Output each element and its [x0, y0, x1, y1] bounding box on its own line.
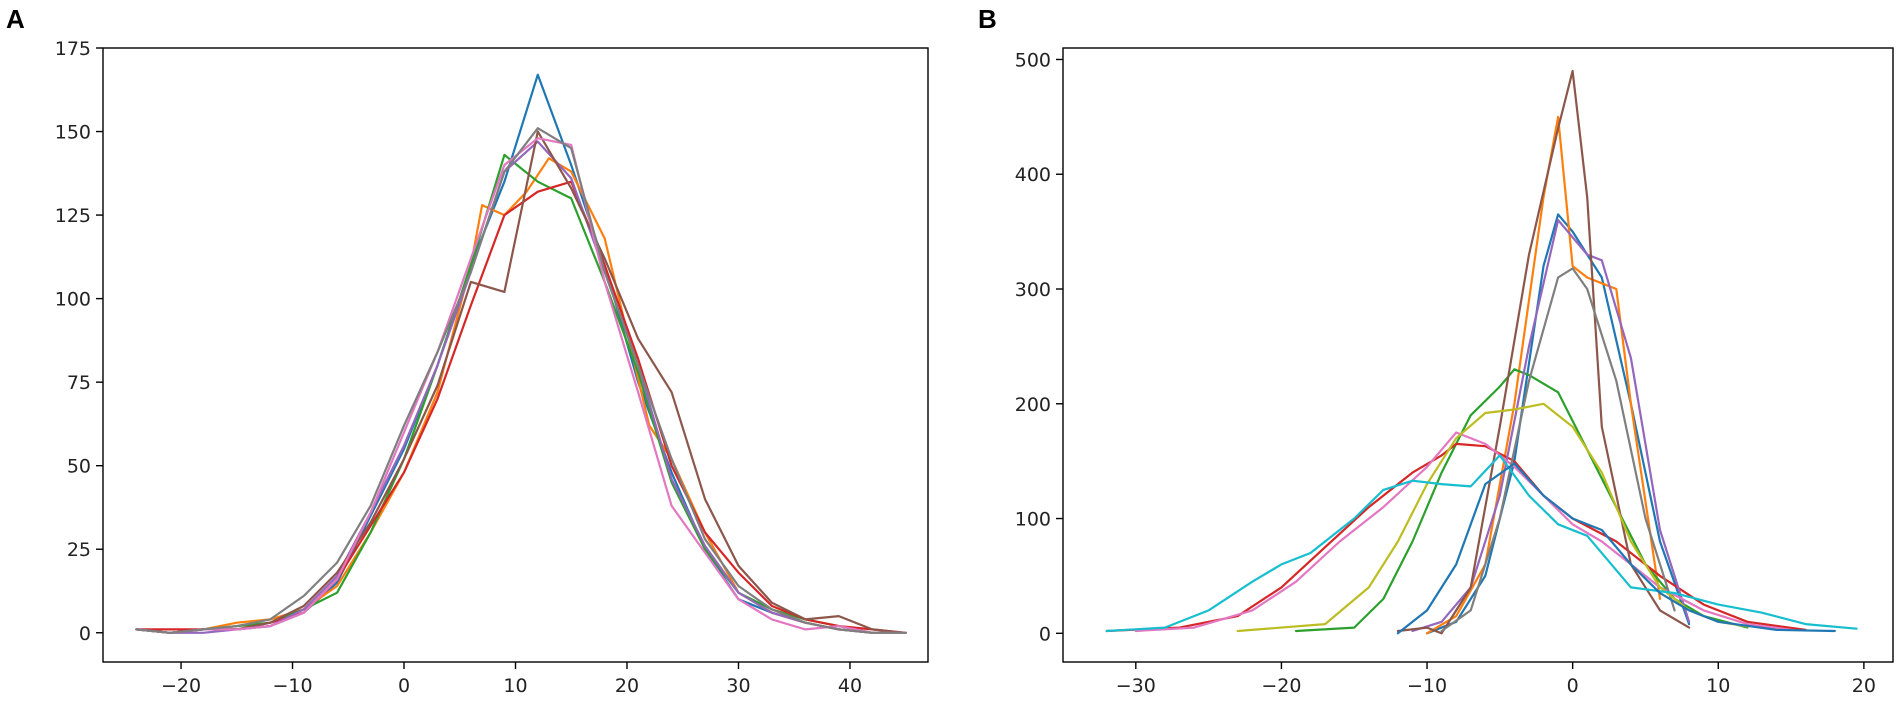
x-tick-label-a: −20 — [161, 675, 201, 697]
series-line-b-s4 — [1105, 442, 1807, 633]
x-tick-label-a: 30 — [726, 675, 750, 697]
chart-panel-a: −20 −10 0 10 20 30 40 0 25 50 75 100 125 150 175 — [55, 38, 929, 697]
x-tick-label-a: 40 — [838, 675, 862, 697]
y-tick-label-b: 400 — [1015, 164, 1051, 186]
y-tick-label-a: 75 — [67, 372, 91, 394]
panel-label-b: B — [978, 4, 997, 34]
y-tick-label-a: 150 — [55, 122, 91, 144]
x-tick-label-a: 0 — [398, 675, 410, 697]
x-tick-label-a: 20 — [615, 675, 639, 697]
y-tick-label-a: 0 — [79, 623, 91, 645]
plot-frame-b — [1062, 47, 1894, 663]
y-tick-label-a: 50 — [67, 456, 91, 478]
series-line-a-s6 — [135, 130, 907, 634]
y-tick-label-a: 25 — [67, 539, 91, 561]
panel-label-a: A — [6, 4, 25, 34]
series-line-b-s10 — [1105, 454, 1858, 633]
x-tick-label-a: −10 — [272, 675, 312, 697]
series-line-a-s3 — [135, 153, 907, 634]
series-line-b-s2 — [1425, 115, 1662, 635]
x-tick-label-a: 10 — [503, 675, 527, 697]
series-line-b-s1 — [1425, 213, 1691, 635]
series-line-a-s8 — [135, 127, 907, 634]
x-tick-label-b: −20 — [1261, 675, 1301, 697]
x-tick-label-b: −30 — [1116, 675, 1156, 697]
y-tick-label-b: 200 — [1015, 394, 1051, 416]
x-tick-label-b: 20 — [1852, 675, 1876, 697]
y-tick-label-b: 500 — [1015, 49, 1051, 71]
series-line-b-s9 — [1236, 402, 1749, 633]
series-line-a-s4 — [135, 180, 907, 634]
y-tick-label-b: 300 — [1015, 279, 1051, 301]
x-tick-label-b: 10 — [1706, 675, 1730, 697]
series-line-b-s11 — [1396, 462, 1836, 635]
series-line-b-s6 — [1396, 69, 1691, 635]
series-line-a-s1 — [135, 73, 907, 634]
plot-frame-a — [102, 47, 929, 663]
series-line-a-s2 — [135, 157, 907, 634]
y-tick-label-a: 125 — [55, 205, 91, 227]
y-tick-label-b: 0 — [1039, 623, 1051, 645]
x-tick-label-b: −10 — [1407, 675, 1447, 697]
series-line-b-s5 — [1411, 219, 1691, 633]
x-tick-label-b: 0 — [1567, 675, 1579, 697]
series-line-b-s3 — [1294, 368, 1749, 633]
series-line-b-s8 — [1440, 267, 1676, 633]
y-tick-label-a: 100 — [55, 289, 91, 311]
y-tick-label-a: 175 — [55, 38, 91, 60]
y-tick-label-b: 100 — [1015, 509, 1051, 531]
